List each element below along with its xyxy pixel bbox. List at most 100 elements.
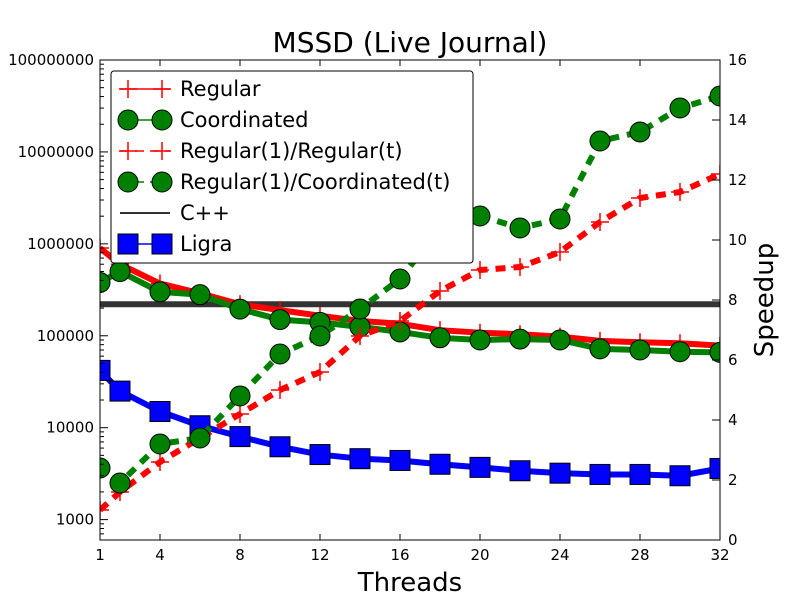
data-point	[469, 456, 491, 478]
data-point	[151, 233, 173, 255]
data-point	[119, 142, 137, 160]
data-point	[431, 282, 449, 300]
data-point	[269, 343, 291, 365]
data-point	[391, 312, 409, 330]
legend-entry: Regular(1)/Regular(t)	[119, 139, 403, 163]
legend-entry: Coordinated	[117, 108, 308, 132]
data-point	[189, 427, 211, 449]
data-point	[549, 462, 571, 484]
data-point	[669, 97, 691, 119]
data-point	[549, 208, 571, 230]
data-point	[429, 453, 451, 475]
data-point	[149, 433, 171, 455]
y2-axis-label: Speedup	[750, 243, 780, 358]
data-point	[117, 171, 139, 193]
data-point	[271, 381, 289, 399]
data-point	[551, 243, 569, 261]
x-tick-label: 32	[710, 546, 729, 564]
data-point	[631, 189, 649, 207]
legend-label: Regular(1)/Coordinated(t)	[180, 170, 450, 194]
legend: Regular Coordinated Regular(1)/Regular(t) R…	[110, 70, 474, 264]
data-point	[351, 327, 369, 345]
x-tick-label: 4	[155, 546, 165, 564]
data-point	[389, 268, 411, 290]
data-point	[549, 329, 571, 351]
y2-tick-label: 6	[728, 351, 738, 369]
legend-label: C++	[180, 201, 230, 225]
y-tick-label: 10000000	[18, 143, 94, 161]
data-point	[671, 183, 689, 201]
data-point	[269, 436, 291, 458]
data-point	[100, 239, 109, 258]
data-point	[153, 80, 171, 98]
data-point	[153, 142, 171, 160]
x-tick-label: 1	[95, 546, 105, 564]
legend-entry: Regular	[119, 77, 261, 101]
legend-label: Regular	[180, 77, 261, 101]
data-point	[389, 449, 411, 471]
data-point	[349, 298, 371, 320]
y2-tick-label: 0	[728, 531, 738, 549]
y2-tick-label: 14	[728, 111, 747, 129]
series-ligra	[100, 359, 720, 487]
data-point	[429, 327, 451, 349]
legend-label: Regular(1)/Regular(t)	[180, 139, 403, 163]
data-point	[117, 109, 139, 131]
data-point	[709, 457, 720, 479]
data-point	[589, 130, 611, 152]
data-point	[229, 298, 251, 320]
series-regular-1-coordinated-t	[100, 85, 720, 494]
data-point	[629, 339, 651, 361]
data-point	[709, 85, 720, 107]
x-tick-label: 12	[310, 546, 329, 564]
y2-tick-label: 2	[728, 471, 738, 489]
series-layer	[100, 85, 720, 519]
y2-tick-label: 16	[728, 51, 747, 69]
data-point	[189, 284, 211, 306]
data-point	[309, 325, 331, 347]
y2-tick-label: 12	[728, 171, 747, 189]
y-tick-label: 100000	[37, 327, 94, 345]
data-point	[629, 121, 651, 143]
data-point	[100, 501, 109, 519]
data-point	[311, 363, 329, 381]
data-point	[471, 261, 489, 279]
data-point	[709, 341, 720, 363]
y2-tick-label: 4	[728, 411, 738, 429]
data-point	[509, 328, 531, 350]
y-tick-label: 1000000	[27, 235, 94, 253]
data-point	[589, 338, 611, 360]
data-point	[149, 400, 171, 422]
chart-title: MSSD (Live Journal)	[273, 26, 548, 59]
legend-entry: Regular(1)/Coordinated(t)	[117, 170, 450, 194]
data-point	[669, 465, 691, 487]
y-tick-label: 10000	[46, 419, 94, 437]
data-point	[591, 213, 609, 231]
data-point	[231, 405, 249, 423]
data-point	[109, 472, 131, 494]
data-point	[100, 457, 111, 479]
data-point	[151, 453, 169, 471]
x-tick-label: 8	[235, 546, 245, 564]
x-tick-label: 20	[470, 546, 489, 564]
y-tick-label: 1000	[56, 511, 94, 529]
data-point	[589, 463, 611, 485]
data-point	[109, 261, 131, 283]
legend-box	[110, 70, 474, 264]
data-point	[149, 281, 171, 303]
data-point	[309, 444, 331, 466]
data-point	[511, 258, 529, 276]
data-point	[100, 359, 111, 381]
x-tick-label: 16	[390, 546, 409, 564]
series-line	[100, 171, 720, 513]
x-tick-label: 24	[550, 546, 569, 564]
y-tick-label: 100000000	[8, 51, 94, 69]
legend-label: Coordinated	[180, 108, 308, 132]
legend-entry: Ligra	[117, 232, 232, 256]
data-point	[469, 329, 491, 351]
x-tick-label: 28	[630, 546, 649, 564]
data-point	[119, 80, 137, 98]
ticks-layer: 1 4 8 12 16 20 24 28 321000100001000001000000100…	[8, 51, 747, 564]
x-axis-label: Threads	[357, 568, 462, 598]
